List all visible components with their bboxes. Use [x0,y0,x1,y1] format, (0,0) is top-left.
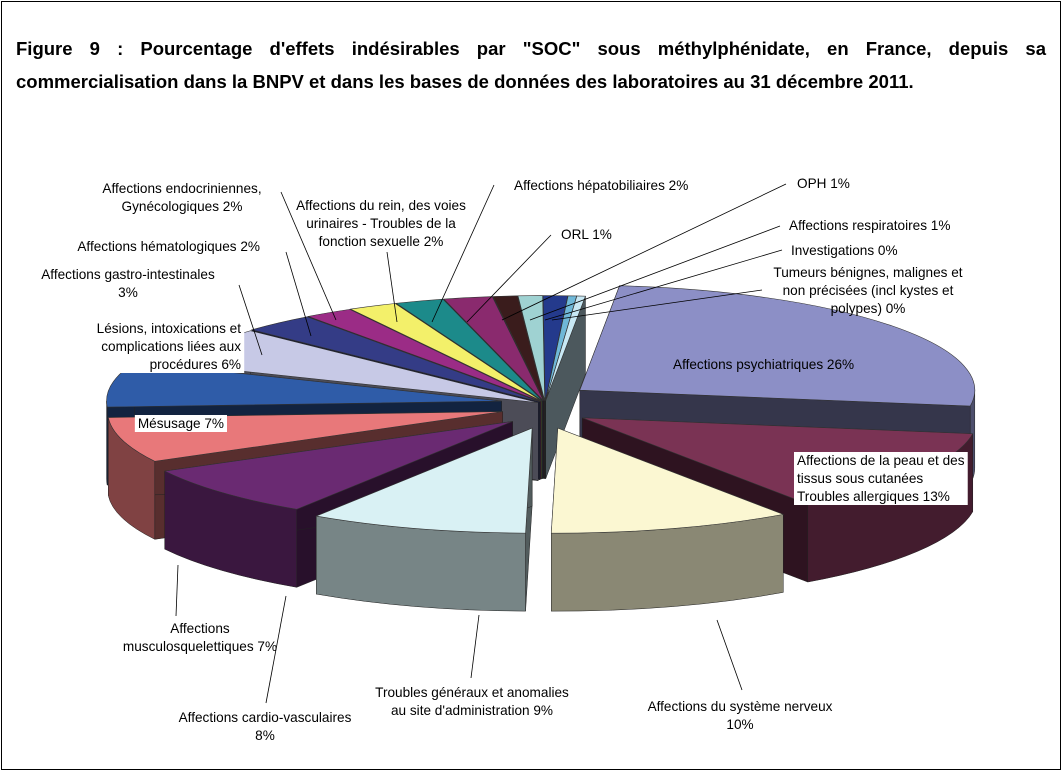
label-background [794,452,968,505]
leader-line [544,249,783,321]
slice-label: Affections de la peau et des tissus sous … [797,453,965,504]
slice-label: Mésusage 7% [138,416,224,431]
leader-line [238,284,263,356]
leader-line [466,234,552,323]
leader-line [280,191,337,321]
leader-line [716,619,743,691]
slice-label: Affections du système nerveux 10% [648,699,833,732]
slice-label: Affections cardio-vasculaires 8% [179,710,352,743]
slice-label: OPH 1% [797,176,850,191]
pie-slice [545,295,586,479]
slice-label: Affections hépatobiliaires 2% [514,178,688,193]
slice-label: Tumeurs bénignes, malignes et non précisé… [773,265,962,316]
leader-line [175,564,179,617]
slice-label: Affections psychiatriques 26% [673,357,854,372]
leader-line [470,614,480,679]
leader-line [501,183,787,321]
slice-label: Affections respiratoires 1% [789,218,950,233]
leader-line [431,184,495,323]
slice-label: ORL 1% [561,227,612,242]
figure-title: Figure 9 : Pourcentage d'effets indésira… [16,38,1046,92]
pie-slice [315,427,533,612]
slice-label: Troubles généraux et anomalies au site d'… [375,685,569,718]
label-background [134,415,227,432]
slice-label: Affections gastro-intestinales 3% [41,267,215,300]
leader-line [386,251,398,323]
slice-label: Lésions, intoxications et complications l… [97,321,242,372]
slice-label: Affections hématologiques 2% [77,239,260,254]
leader-line [551,289,763,321]
leader-line [265,595,287,704]
slice-label: Affections du rein, des voies urinaires -… [296,198,466,249]
pie-slice [550,427,785,612]
leader-line [529,225,781,321]
slice-label: Investigations 0% [791,243,898,258]
label-background [93,320,245,373]
slice-label: Affections endocriniennes, Gynécologiques… [102,181,261,214]
leader-line [285,251,312,337]
slice-label: Affections musculosquelettiques 7% [123,621,277,654]
